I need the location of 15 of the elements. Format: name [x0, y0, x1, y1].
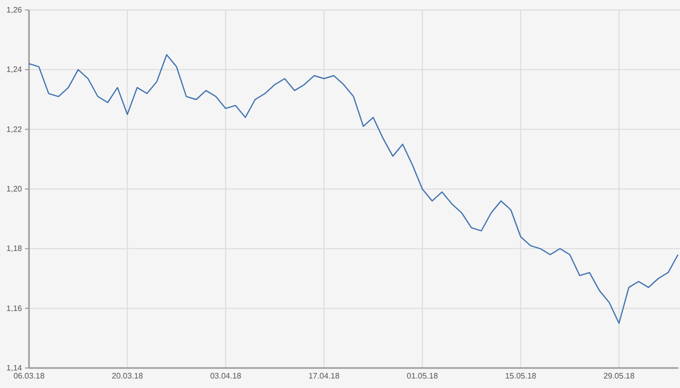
y-tick-label: 1,18	[6, 244, 23, 254]
x-tick-label: 17.04.18	[308, 372, 340, 381]
y-tick-label: 1,16	[6, 304, 23, 313]
x-tick-label: 29.05.18	[603, 372, 636, 381]
line-series	[28, 54, 679, 324]
y-tick-label: 1,14	[6, 364, 23, 373]
y-tick-label: 1,20	[6, 184, 23, 194]
y-tick-label: 1,24	[6, 65, 23, 74]
x-tick-label: 03.04.18	[210, 372, 242, 381]
x-tick-label: 15.05.18	[505, 372, 537, 381]
x-tick-label: 01.05.18	[406, 372, 438, 381]
y-tick-label: 1,22	[6, 124, 23, 134]
x-tick-label: 20.03.18	[112, 372, 144, 381]
y-tick-label: 1,26	[6, 6, 23, 15]
x-tick-label: 06.03.18	[13, 372, 46, 381]
